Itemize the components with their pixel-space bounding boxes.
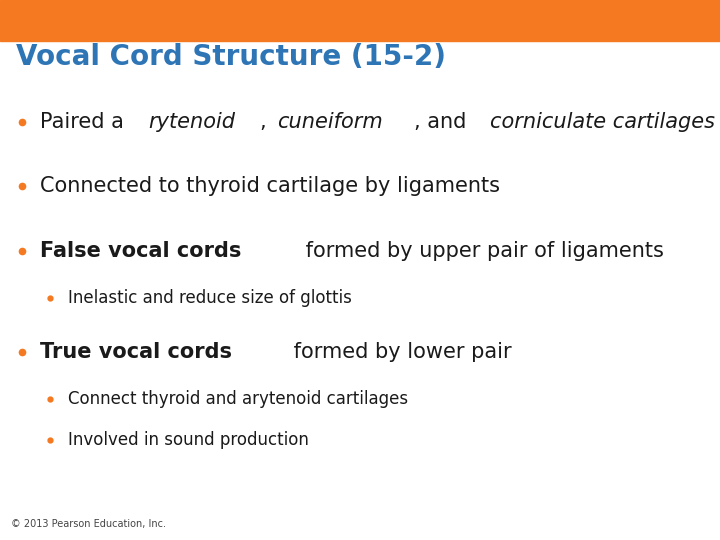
Text: formed by lower pair: formed by lower pair [287,342,512,362]
Text: True vocal cords: True vocal cords [40,342,232,362]
Text: cuneiform: cuneiform [277,111,383,132]
Text: ,: , [260,111,274,132]
Text: rytenoid: rytenoid [148,111,235,132]
Text: Vocal Cord Structure (15-2): Vocal Cord Structure (15-2) [16,43,446,71]
Text: corniculate cartilages: corniculate cartilages [490,111,715,132]
Text: Paired a: Paired a [40,111,123,132]
Text: © 2013 Pearson Education, Inc.: © 2013 Pearson Education, Inc. [11,519,166,529]
Text: Connected to thyroid cartilage by ligaments: Connected to thyroid cartilage by ligame… [40,176,500,197]
Bar [0,0,720,40]
Text: formed by upper pair of ligaments: formed by upper pair of ligaments [300,241,665,261]
Text: Involved in sound production: Involved in sound production [68,431,310,449]
Text: False vocal cords: False vocal cords [40,241,241,261]
Text: Inelastic and reduce size of glottis: Inelastic and reduce size of glottis [68,289,352,307]
Text: Connect thyroid and arytenoid cartilages: Connect thyroid and arytenoid cartilages [68,389,408,408]
Text: , and: , and [413,111,472,132]
